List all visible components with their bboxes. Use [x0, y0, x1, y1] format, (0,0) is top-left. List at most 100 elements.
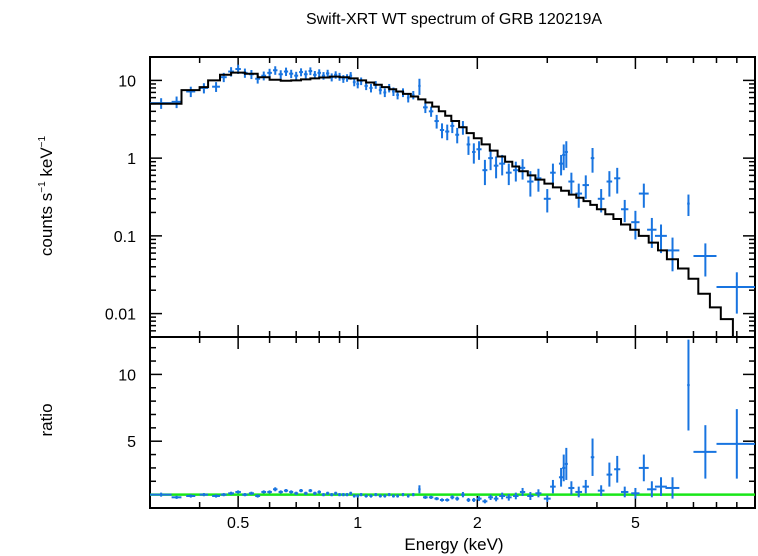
x-tick-label: 2: [473, 515, 482, 532]
top-y-axis-title: counts s−1 keV−1: [37, 135, 56, 256]
ratio-data-point: [387, 493, 391, 497]
ratio-data-point: [273, 487, 278, 492]
ratio-data-point: [378, 494, 382, 498]
ratio-data-point: [242, 493, 248, 497]
ratio-data-point: [406, 494, 410, 498]
ratio-data-point: [289, 490, 294, 494]
x-tick-label: 5: [631, 515, 640, 532]
spectrum-panel: 10 1 0.1 0.01: [105, 56, 756, 338]
spectrum-data-point: [356, 80, 360, 89]
spectrum-data-point: [562, 144, 566, 171]
ratio-data-point: [303, 491, 308, 495]
spectrum-data-point: [303, 70, 308, 79]
spectrum-data-point: [321, 72, 326, 80]
spectrum-data-point: [631, 210, 640, 240]
ratio-data-point: [466, 497, 471, 502]
spectrum-data-point: [439, 123, 445, 139]
model-curve: [150, 71, 734, 337]
spectrum-data-point: [423, 102, 428, 114]
ratio-data-point: [374, 493, 378, 497]
ratio-data-point: [606, 462, 613, 487]
spectrum-data-point: [186, 86, 196, 98]
ratio-data-point: [294, 491, 299, 495]
spectrum-data-point: [499, 154, 506, 176]
ratio-data-point: [535, 489, 542, 498]
ratio-data-point: [186, 494, 196, 498]
ratio-data-point: [716, 409, 755, 479]
spectrum-data-point: [614, 167, 621, 194]
spectrum-data-point: [543, 189, 551, 213]
ratio-y-tick-label: 10: [118, 367, 136, 384]
spectrum-data-point: [590, 148, 595, 173]
spectrum-data-point: [558, 154, 564, 176]
ratio-data-point: [341, 493, 345, 497]
spectrum-data-point: [283, 67, 289, 76]
ratio-data-point: [325, 491, 330, 495]
ratio-data-point: [299, 489, 303, 493]
spectrum-data-point: [445, 124, 450, 141]
ratio-data-point: [392, 494, 395, 498]
ratio-data-point: [150, 492, 172, 497]
chart-title: Swift-XRT WT spectrum of GRB 120219A: [306, 11, 602, 28]
ratio-data-point: [519, 487, 526, 496]
spectrum-data-point: [317, 69, 321, 77]
spectrum-data-point: [466, 136, 471, 155]
spectrum-data-point: [352, 78, 356, 87]
x-tick-label: 0.5: [227, 515, 249, 532]
spectrum-data-point: [493, 156, 499, 179]
spectrum-data-point: [289, 69, 294, 79]
spectrum-data-point: [513, 161, 519, 182]
ratio-data-point: [418, 485, 421, 494]
ratio-data-point: [352, 494, 356, 498]
spectrum-data-point: [273, 66, 278, 75]
ratio-data-point: [527, 491, 534, 500]
ratio-data-point: [308, 489, 313, 493]
ratio-data-point: [321, 493, 326, 497]
spectrum-data-point: [171, 96, 182, 109]
spectrum-data-point: [476, 141, 482, 160]
spectrum-data-point: [299, 68, 303, 77]
spectrum-data-point: [564, 141, 568, 168]
spectrum-data-point: [654, 224, 667, 254]
spectrum-data-point: [582, 175, 589, 199]
ratio-data-point: [369, 494, 373, 498]
spectrum-data-point: [455, 127, 460, 144]
spectrum-data-point: [406, 93, 410, 103]
ratio-data-point: [614, 455, 621, 483]
ratio-data-point: [638, 454, 649, 482]
ratio-data-point: [597, 485, 605, 496]
ratio-data-point: [423, 495, 428, 499]
ratio-data-point: [349, 491, 353, 495]
spectrum-data-point: [450, 119, 455, 134]
top-y-axis-title-exp2: −1: [37, 135, 48, 147]
ratio-data-point: [248, 491, 254, 495]
ratio-data-point: [364, 494, 368, 498]
spectrum-data-point: [418, 78, 421, 95]
spectrum-data-point: [575, 183, 583, 208]
spectrum-data-point: [428, 106, 434, 117]
spectrum-y-tick-label: 1: [127, 151, 136, 168]
spectrum-data-point: [199, 83, 209, 94]
ratio-data-point: [476, 496, 482, 502]
ratio-data-point: [543, 495, 551, 502]
spectrum-data-point: [334, 71, 338, 79]
ratio-data-point: [582, 479, 589, 494]
ratio-data-point: [401, 493, 405, 497]
spectrum-data-point: [568, 172, 575, 194]
ratio-data-point: [338, 493, 342, 497]
ratio-data-point: [445, 498, 450, 502]
ratio-data-point: [488, 494, 493, 500]
spectrum-data-point: [308, 67, 313, 76]
ratio-data-point: [383, 494, 387, 498]
x-tick-label: 1: [353, 515, 362, 532]
spectrum-data-point: [261, 71, 267, 81]
ratio-data-point: [493, 495, 499, 502]
spectrum-data-point: [378, 86, 382, 95]
ratio-data-point: [396, 494, 399, 498]
ratio-data-point: [631, 487, 640, 499]
spectrum-data-point: [519, 159, 526, 180]
spectrum-data-point: [278, 70, 283, 79]
ratio-data-point: [693, 425, 717, 479]
ratio-data-point: [345, 493, 349, 497]
